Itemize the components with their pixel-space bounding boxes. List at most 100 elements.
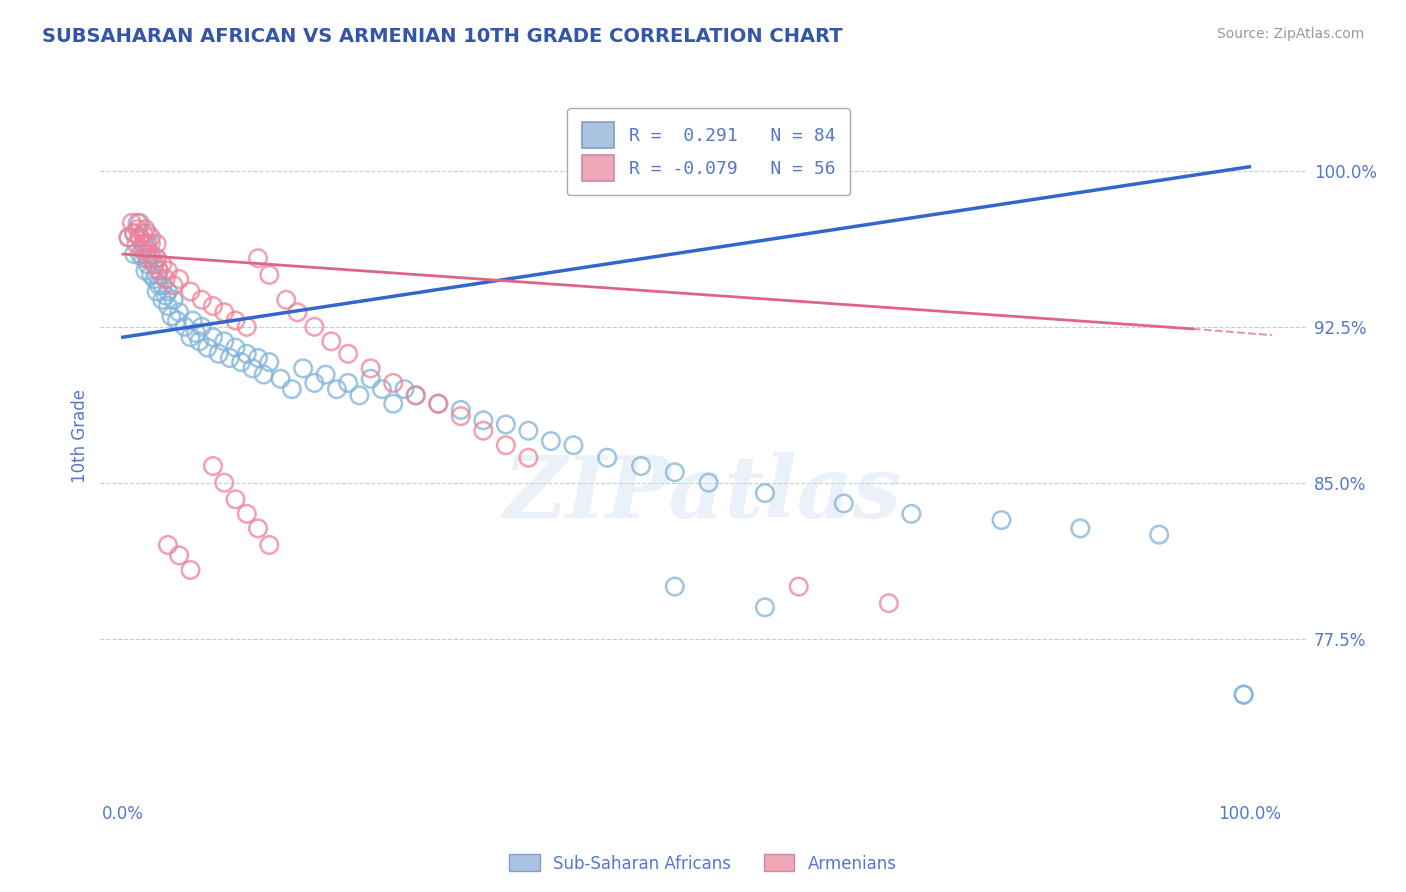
Point	[276, 293, 298, 307]
Point	[517, 424, 540, 438]
Point	[156, 263, 179, 277]
Point	[900, 507, 922, 521]
Point	[150, 293, 173, 307]
Point	[540, 434, 562, 449]
Point	[148, 263, 170, 277]
Point	[596, 450, 619, 465]
Point	[405, 388, 427, 402]
Point	[155, 288, 177, 302]
Point	[143, 257, 166, 271]
Point	[167, 549, 190, 563]
Point	[201, 458, 224, 473]
Point	[145, 251, 167, 265]
Point	[190, 319, 212, 334]
Point	[304, 376, 326, 390]
Point	[127, 216, 149, 230]
Point	[184, 326, 207, 340]
Point	[134, 247, 156, 261]
Point	[394, 382, 416, 396]
Point	[219, 351, 242, 365]
Point	[225, 313, 247, 327]
Point	[173, 319, 195, 334]
Point	[630, 458, 652, 473]
Point	[201, 299, 224, 313]
Point	[236, 319, 259, 334]
Point	[117, 230, 139, 244]
Point	[337, 376, 360, 390]
Point	[321, 334, 343, 349]
Point	[201, 330, 224, 344]
Point	[1147, 527, 1170, 541]
Legend: R =  0.291   N = 84, R = -0.079   N = 56: R = 0.291 N = 84, R = -0.079 N = 56	[568, 108, 849, 195]
Point	[128, 230, 150, 244]
Legend: Sub-Saharan Africans, Armenians: Sub-Saharan Africans, Armenians	[503, 847, 903, 880]
Point	[877, 596, 900, 610]
Point	[349, 388, 371, 402]
Point	[128, 216, 150, 230]
Text: SUBSAHARAN AFRICAN VS ARMENIAN 10TH GRADE CORRELATION CHART: SUBSAHARAN AFRICAN VS ARMENIAN 10TH GRAD…	[42, 27, 842, 45]
Point	[143, 272, 166, 286]
Point	[181, 313, 204, 327]
Point	[292, 361, 315, 376]
Point	[787, 580, 810, 594]
Point	[754, 600, 776, 615]
Point	[247, 351, 270, 365]
Point	[382, 397, 405, 411]
Text: ZIPatlas: ZIPatlas	[503, 451, 903, 535]
Point	[125, 236, 148, 251]
Point	[136, 243, 159, 257]
Point	[270, 372, 292, 386]
Point	[162, 293, 184, 307]
Point	[360, 372, 382, 386]
Point	[247, 521, 270, 535]
Point	[472, 424, 495, 438]
Point	[259, 355, 281, 369]
Point	[326, 382, 349, 396]
Point	[562, 438, 585, 452]
Point	[253, 368, 276, 382]
Point	[139, 247, 162, 261]
Point	[472, 413, 495, 427]
Point	[190, 293, 212, 307]
Point	[281, 382, 304, 396]
Point	[145, 285, 167, 299]
Point	[495, 417, 517, 432]
Point	[136, 257, 159, 271]
Point	[156, 285, 179, 299]
Point	[139, 268, 162, 282]
Point	[122, 227, 145, 241]
Point	[117, 230, 139, 244]
Point	[450, 409, 472, 424]
Point	[212, 475, 235, 490]
Point	[517, 450, 540, 465]
Point	[287, 305, 309, 319]
Point	[212, 334, 235, 349]
Point	[132, 251, 155, 265]
Point	[990, 513, 1012, 527]
Point	[160, 310, 183, 324]
Point	[212, 305, 235, 319]
Point	[148, 263, 170, 277]
Point	[132, 227, 155, 241]
Text: Source: ZipAtlas.com: Source: ZipAtlas.com	[1216, 27, 1364, 41]
Point	[145, 268, 167, 282]
Point	[664, 465, 686, 479]
Point	[179, 285, 201, 299]
Point	[259, 538, 281, 552]
Point	[225, 341, 247, 355]
Point	[697, 475, 720, 490]
Point	[134, 222, 156, 236]
Point	[495, 438, 517, 452]
Point	[156, 299, 179, 313]
Point	[1233, 688, 1256, 702]
Point	[337, 347, 360, 361]
Point	[259, 268, 281, 282]
Point	[155, 272, 177, 286]
Point	[315, 368, 337, 382]
Point	[405, 388, 427, 402]
Point	[134, 263, 156, 277]
Point	[450, 403, 472, 417]
Point	[167, 305, 190, 319]
Point	[236, 347, 259, 361]
Point	[360, 361, 382, 376]
